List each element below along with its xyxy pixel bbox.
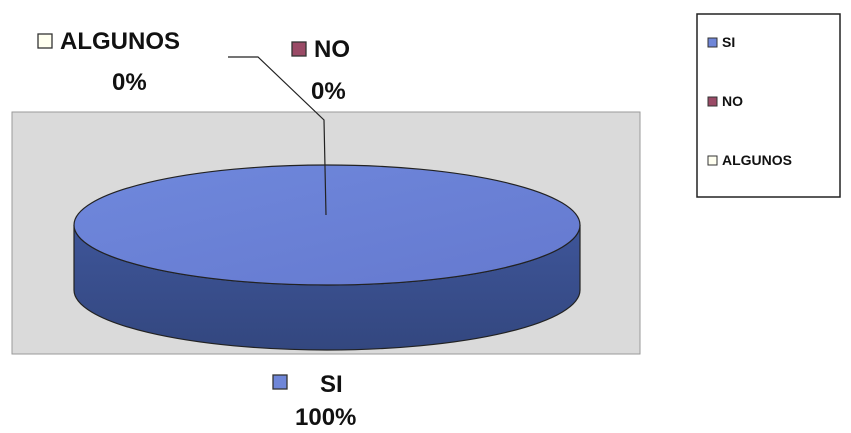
data-label-no: NO 0%: [291, 36, 350, 105]
si-percent: 100%: [295, 404, 356, 431]
no-marker: [291, 41, 307, 57]
pie-slice-si: [73, 164, 581, 286]
legend-item-no: NO: [707, 93, 743, 109]
legend-item-algunos: ALGUNOS: [707, 152, 792, 168]
data-label-si: SI 100%: [272, 371, 356, 431]
legend-item-si: SI: [707, 34, 735, 50]
legend-label-si: SI: [722, 34, 735, 50]
legend-label-no: NO: [722, 93, 743, 109]
no-percent: 0%: [311, 78, 346, 105]
no-label: NO: [314, 36, 350, 63]
legend-swatch-algunos: [707, 155, 718, 166]
algunos-marker: [37, 33, 53, 49]
legend-swatch-si: [707, 37, 718, 48]
algunos-label: ALGUNOS: [60, 28, 180, 55]
legend: SI NO ALGUNOS: [696, 13, 841, 198]
si-label: SI: [320, 371, 343, 398]
data-label-algunos: ALGUNOS 0%: [37, 28, 180, 96]
si-marker: [272, 374, 288, 390]
leader-line: [228, 56, 327, 216]
legend-box: [696, 13, 841, 198]
algunos-percent: 0%: [112, 69, 147, 96]
legend-swatch-no: [707, 96, 718, 107]
legend-label-algunos: ALGUNOS: [722, 152, 792, 168]
